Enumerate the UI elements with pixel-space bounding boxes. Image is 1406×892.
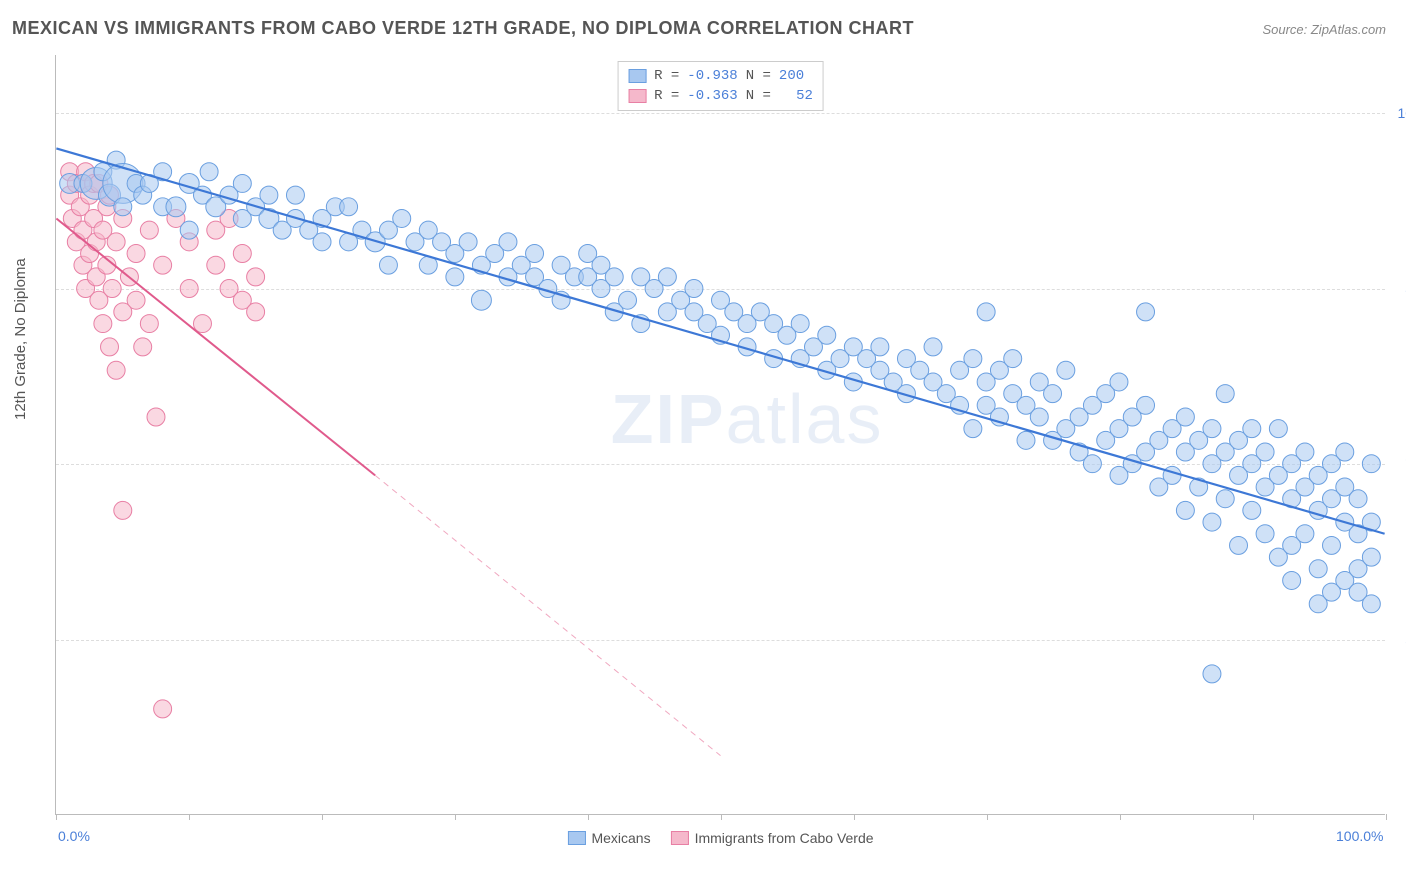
y-tick-label: 100.0%	[1390, 105, 1406, 121]
source-label: Source: ZipAtlas.com	[1262, 22, 1386, 37]
legend-item-1: Mexicans	[567, 830, 650, 846]
n-label: N =	[746, 88, 771, 104]
x-tick	[56, 814, 57, 820]
x-tick	[987, 814, 988, 820]
y-tick-label: 85.0%	[1390, 281, 1406, 297]
series-legend: Mexicans Immigrants from Cabo Verde	[567, 830, 873, 846]
swatch-icon	[671, 831, 689, 845]
n-value-2: 52	[779, 88, 813, 104]
x-tick-label: 100.0%	[1336, 828, 1383, 844]
correlation-legend: R = -0.938 N = 200 R = -0.363 N = 52	[617, 61, 824, 111]
legend-label-2: Immigrants from Cabo Verde	[695, 830, 874, 846]
chart-title: MEXICAN VS IMMIGRANTS FROM CABO VERDE 12…	[12, 18, 914, 39]
x-tick	[854, 814, 855, 820]
x-tick	[322, 814, 323, 820]
x-tick	[1253, 814, 1254, 820]
x-tick	[1120, 814, 1121, 820]
r-label: R =	[654, 68, 679, 84]
swatch-icon	[628, 69, 646, 83]
x-tick	[1386, 814, 1387, 820]
chart-plot-area: ZIPatlas R = -0.938 N = 200 R = -0.363 N…	[55, 55, 1385, 815]
y-tick-label: 55.0%	[1390, 632, 1406, 648]
x-tick	[588, 814, 589, 820]
legend-row-series-1: R = -0.938 N = 200	[628, 66, 813, 86]
x-tick	[721, 814, 722, 820]
legend-row-series-2: R = -0.363 N = 52	[628, 86, 813, 106]
x-tick-label: 0.0%	[58, 828, 90, 844]
x-tick	[455, 814, 456, 820]
swatch-icon	[628, 89, 646, 103]
n-label: N =	[746, 68, 771, 84]
r-label: R =	[654, 88, 679, 104]
n-value-1: 200	[779, 68, 804, 84]
scatter-svg	[56, 55, 1385, 814]
legend-item-2: Immigrants from Cabo Verde	[671, 830, 874, 846]
y-tick-label: 70.0%	[1390, 456, 1406, 472]
legend-label-1: Mexicans	[591, 830, 650, 846]
x-tick	[189, 814, 190, 820]
swatch-icon	[567, 831, 585, 845]
r-value-2: -0.363	[687, 88, 737, 104]
y-axis-label: 12th Grade, No Diploma	[12, 258, 29, 420]
r-value-1: -0.938	[687, 68, 737, 84]
